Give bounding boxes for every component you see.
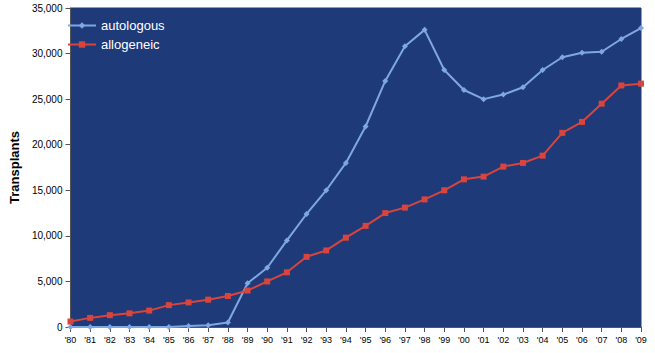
svg-text:autologous: autologous <box>101 18 165 33</box>
svg-text:'92: '92 <box>301 335 313 345</box>
svg-text:20,000: 20,000 <box>32 139 63 150</box>
svg-text:'91: '91 <box>281 335 293 345</box>
svg-text:'97: '97 <box>399 335 411 345</box>
svg-text:15,000: 15,000 <box>32 185 63 196</box>
svg-text:'09: '09 <box>635 335 647 345</box>
svg-text:'07: '07 <box>596 335 608 345</box>
svg-text:'04: '04 <box>537 335 549 345</box>
svg-text:'93: '93 <box>320 335 332 345</box>
svg-text:'08: '08 <box>615 335 627 345</box>
svg-text:'88: '88 <box>222 335 234 345</box>
svg-text:30,000: 30,000 <box>32 48 63 59</box>
svg-text:'90: '90 <box>261 335 273 345</box>
svg-text:'00: '00 <box>458 335 470 345</box>
svg-text:'82: '82 <box>104 335 116 345</box>
svg-text:10,000: 10,000 <box>32 230 63 241</box>
svg-text:'01: '01 <box>478 335 490 345</box>
svg-text:'87: '87 <box>202 335 214 345</box>
svg-text:'99: '99 <box>438 335 450 345</box>
svg-text:'96: '96 <box>379 335 391 345</box>
svg-text:'85: '85 <box>163 335 175 345</box>
svg-text:'06: '06 <box>576 335 588 345</box>
svg-text:'81: '81 <box>84 335 96 345</box>
svg-text:25,000: 25,000 <box>32 94 63 105</box>
svg-text:'02: '02 <box>497 335 509 345</box>
svg-text:Transplants: Transplants <box>7 131 22 204</box>
svg-text:'98: '98 <box>419 335 431 345</box>
svg-text:'84: '84 <box>143 335 155 345</box>
svg-text:5,000: 5,000 <box>37 276 62 287</box>
svg-text:'89: '89 <box>242 335 254 345</box>
svg-text:'80: '80 <box>65 335 77 345</box>
svg-text:35,000: 35,000 <box>32 3 63 14</box>
svg-text:'05: '05 <box>556 335 568 345</box>
svg-text:'86: '86 <box>183 335 195 345</box>
svg-text:'94: '94 <box>340 335 352 345</box>
svg-text:'95: '95 <box>360 335 372 345</box>
svg-text:'03: '03 <box>517 335 529 345</box>
svg-text:'83: '83 <box>124 335 136 345</box>
svg-text:0: 0 <box>57 322 63 333</box>
svg-text:allogeneic: allogeneic <box>101 37 160 52</box>
